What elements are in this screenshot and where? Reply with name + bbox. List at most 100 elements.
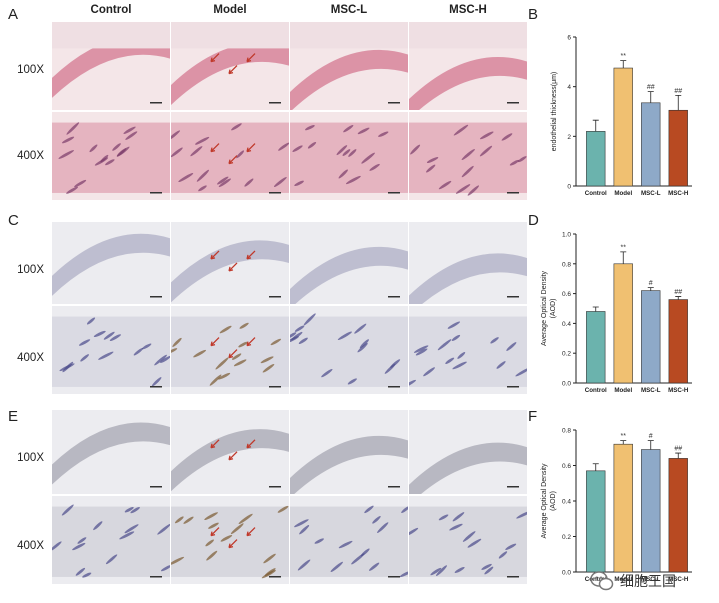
micrograph-a-400x-msc-l [290, 112, 408, 200]
y-tick-label: 0.2 [562, 534, 571, 541]
bar-model [613, 443, 633, 573]
y-tick-label: 0.4 [562, 499, 571, 506]
micrograph-a-400x-model [171, 112, 289, 200]
column-header-msc-h: MSC-H [449, 4, 487, 16]
micrograph-e-400x-msc-l [290, 496, 408, 584]
wechat-logo-icon [590, 571, 614, 591]
significance-label: ## [674, 88, 682, 95]
micrograph-e-100x-control [52, 410, 170, 494]
bar-msc-l [641, 449, 661, 573]
micrograph-a-100x-msc-l [290, 22, 408, 110]
bar-msc-l [641, 290, 661, 384]
y-axis-label: endothelial thickness(μm) [551, 72, 558, 152]
row-label-100x-c: 100X [17, 264, 44, 276]
x-tick-label: Model [614, 387, 632, 394]
micrograph-c-100x-model [171, 222, 289, 304]
bar-msc-h [668, 458, 688, 573]
y-tick-label: 0.8 [562, 428, 571, 435]
bar-control [586, 311, 606, 384]
micrograph-e-100x-msc-l [290, 410, 408, 494]
y-tick-label: 0.6 [562, 291, 571, 298]
x-tick-label: Model [614, 190, 632, 197]
bar-control [586, 131, 606, 187]
row-label-400x-c: 400X [17, 352, 44, 364]
y-tick-label: 6 [567, 35, 571, 42]
micrograph-c-400x-msc-h [409, 306, 527, 394]
micrograph-a-100x-msc-h [409, 22, 527, 110]
significance-label: ## [647, 84, 655, 91]
chart-f-aod: 0.0 0.2 0.4 0.6 0.8 Average Optical Density (A… [541, 428, 692, 583]
significance-label: ** [621, 53, 627, 60]
chart-b-endothelial-thickness: 0 2 4 6 endothelial thickness(μm) Control ** Mo… [551, 35, 692, 197]
error-bar [620, 60, 627, 69]
panel-letter-e: E [8, 408, 19, 425]
error-bar [675, 296, 682, 300]
error-bar [620, 251, 627, 264]
micrograph-e-400x-control [52, 496, 170, 584]
bar-model [613, 263, 633, 384]
y-tick-label: 0.6 [562, 463, 571, 470]
bar-control [586, 470, 606, 573]
panel-letter-f: F [528, 408, 538, 425]
y-tick-label: 4 [567, 84, 571, 91]
micrograph-a-400x-msc-h [409, 112, 527, 200]
y-axis-label: Average Optical Density (AOD) [541, 271, 557, 346]
panel-letter-a: A [8, 6, 19, 23]
x-tick-label: MSC-L [641, 190, 661, 197]
x-tick-label: Control [585, 576, 607, 583]
error-bar [620, 440, 627, 445]
y-tick-label: 0.2 [562, 351, 571, 358]
row-label-400x-e: 400X [17, 540, 44, 552]
error-bar [675, 94, 682, 111]
significance-label: ## [674, 446, 682, 453]
y-tick-label: 0 [567, 184, 571, 191]
x-tick-label: Model [614, 576, 632, 583]
chart-d-aod: 0.0 0.2 0.4 0.6 0.8 1.0 Average Optical Densit… [541, 232, 692, 394]
x-tick-label: MSC-H [668, 576, 689, 583]
micrograph-e-400x-model [171, 496, 289, 584]
x-tick-label: Control [585, 387, 607, 394]
error-bar [592, 119, 599, 132]
significance-label: ** [621, 433, 627, 440]
micrograph-c-100x-msc-h [409, 222, 527, 304]
y-tick-label: 1.0 [562, 232, 571, 239]
bar-msc-l [641, 102, 661, 187]
micrograph-e-100x-msc-h [409, 410, 527, 494]
error-bar [592, 306, 599, 312]
y-axis-label: Average Optical Density (AOD) [541, 463, 557, 538]
micrograph-c-100x-msc-l [290, 222, 408, 304]
x-tick-label: Control [585, 190, 607, 197]
error-bar [647, 440, 654, 450]
significance-label: # [649, 280, 653, 287]
micrograph-a-400x-control [52, 112, 170, 200]
x-tick-label: MSC-H [668, 190, 689, 197]
micrograph-c-400x-control [52, 306, 170, 394]
error-bar [675, 452, 682, 459]
y-tick-label: 0.0 [562, 381, 571, 388]
micrograph-a-100x-control [52, 22, 170, 110]
error-bar [647, 287, 654, 291]
panel-letter-d: D [528, 212, 539, 229]
significance-label: # [649, 433, 653, 440]
row-label-100x-a: 100X [17, 64, 44, 76]
x-tick-label: MSC-L [641, 387, 661, 394]
y-tick-label: 0.8 [562, 261, 571, 268]
bar-model [613, 67, 633, 187]
y-tick-label: 0.4 [562, 321, 571, 328]
y-tick-label: 2 [567, 134, 571, 141]
column-header-model: Model [213, 4, 247, 16]
column-header-control: Control [90, 4, 132, 16]
significance-label: ** [621, 244, 627, 251]
watermark-text: 细胞王国 [620, 574, 676, 590]
micrograph-c-100x-control [52, 222, 170, 304]
bar-msc-h [668, 299, 688, 384]
panel-letter-b: B [528, 6, 539, 23]
micrograph-a-100x-model [171, 22, 289, 110]
micrograph-e-400x-msc-h [409, 496, 527, 584]
significance-label: ## [674, 289, 682, 296]
error-bar [592, 463, 599, 471]
panel-letter-c: C [8, 212, 19, 229]
x-tick-label: MSC-L [641, 576, 661, 583]
x-tick-label: MSC-H [668, 387, 689, 394]
row-label-400x-a: 400X [17, 150, 44, 162]
